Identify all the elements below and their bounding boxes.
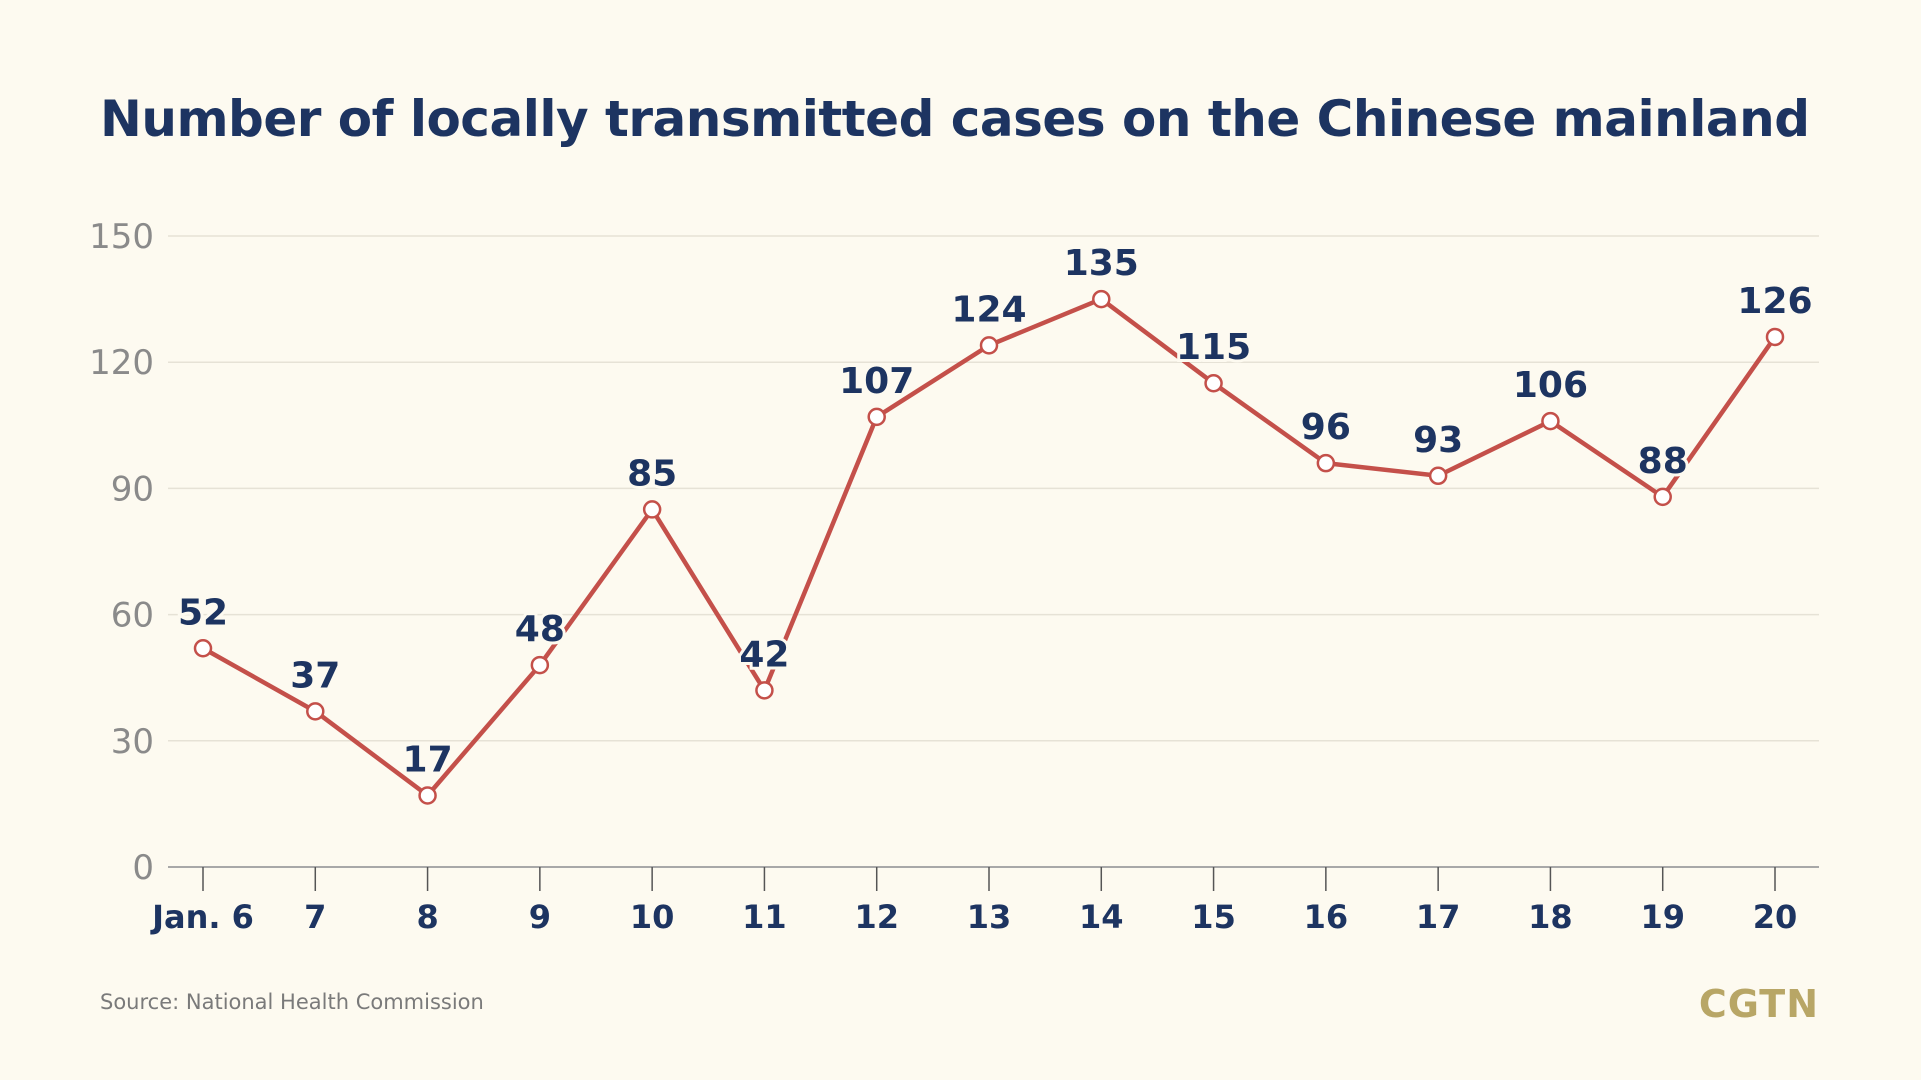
x-tick-label: 20 [1753,898,1798,936]
x-tick-label: 17 [1416,898,1461,936]
data-label: 126 [1737,281,1812,322]
data-label: 96 [1301,407,1351,448]
data-label: 52 [178,592,228,633]
data-label: 135 [1064,243,1139,284]
x-tick-label: 12 [854,898,899,936]
data-point [1316,453,1336,473]
data-label: 115 [1176,327,1251,368]
x-tick-label: 14 [1079,898,1124,936]
data-point [1204,373,1223,393]
data-label: 48 [515,609,565,650]
chart-title: Number of locally transmitted cases on t… [100,90,1810,148]
data-label: 88 [1638,441,1688,482]
data-point [1765,327,1785,347]
data-label: 85 [627,453,677,494]
data-point [1653,487,1672,507]
x-tick-label: 7 [304,898,326,936]
data-point [867,407,886,427]
y-tick-label: 150 [89,217,154,257]
x-tick-label: 16 [1304,898,1349,936]
y-tick-label: 0 [132,848,154,888]
x-tick-label: 9 [529,898,551,936]
x-tick-label: 13 [967,898,1012,936]
x-tick-label: 8 [416,898,438,936]
data-point [979,336,999,355]
data-point [418,786,437,805]
data-label: 106 [1513,365,1588,406]
x-tick-label: 10 [630,898,675,936]
data-label: 42 [739,634,789,675]
x-tick-label: 19 [1640,898,1685,936]
data-label: 17 [403,739,453,780]
cgtn-logo: CGTN [1698,982,1819,1026]
data-label: 124 [951,289,1026,330]
y-tick-label: 90 [111,469,154,509]
data-point [306,702,325,721]
data-point [1541,411,1560,431]
x-tick-label: Jan. 6 [150,898,254,936]
data-point [530,655,550,675]
data-label: 93 [1413,420,1463,461]
y-tick-label: 60 [111,596,154,636]
data-label: 37 [290,655,340,696]
data-point [193,639,213,658]
x-tick-label: 15 [1191,898,1236,936]
data-point [642,500,662,519]
data-point [755,681,774,700]
y-tick-label: 30 [111,722,154,762]
data-point [1428,466,1448,486]
x-tick-label: 11 [742,898,787,936]
data-point [1092,289,1111,309]
y-tick-label: 120 [89,343,154,383]
x-tick-label: 18 [1528,898,1573,936]
data-label: 107 [839,361,914,402]
source-note: Source: National Health Commission [100,990,484,1014]
